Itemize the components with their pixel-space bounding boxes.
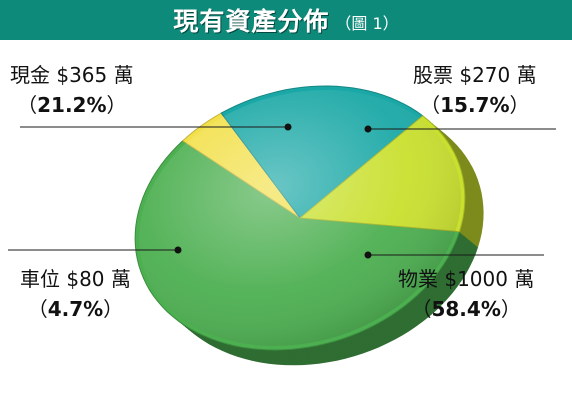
leader-parking-dot	[174, 246, 182, 254]
pie-shine	[139, 90, 461, 346]
label-parking-percent: 4.7%	[47, 297, 104, 321]
label-cash: 現金 $365 萬 （21.2%）	[10, 60, 134, 120]
label-parking: 車位 $80 萬 （4.7%）	[20, 264, 131, 324]
label-property: 物業 $1000 萬 （58.4%）	[398, 264, 534, 324]
label-stocks-percent: 15.7%	[440, 93, 510, 117]
leader-property-dot	[364, 251, 372, 259]
pie-chart	[8, 85, 556, 366]
leader-cash-dot	[284, 123, 292, 131]
title-bar: 現有資產分佈 （圖 1）	[0, 0, 572, 40]
leader-lines	[8, 123, 556, 259]
chart-title: 現有資產分佈	[173, 7, 330, 36]
label-property-percent: 58.4%	[431, 297, 501, 321]
figure-number: （圖 1）	[335, 14, 399, 33]
label-property-amount: 物業 $1000 萬	[398, 267, 535, 291]
label-stocks: 股票 $270 萬 （15.7%）	[413, 60, 537, 120]
label-cash-amount: 現金 $365 萬	[10, 63, 134, 87]
label-parking-amount: 車位 $80 萬	[20, 267, 131, 291]
leader-stocks-dot	[364, 125, 372, 133]
label-cash-percent: 21.2%	[37, 93, 107, 117]
label-stocks-amount: 股票 $270 萬	[413, 63, 537, 87]
